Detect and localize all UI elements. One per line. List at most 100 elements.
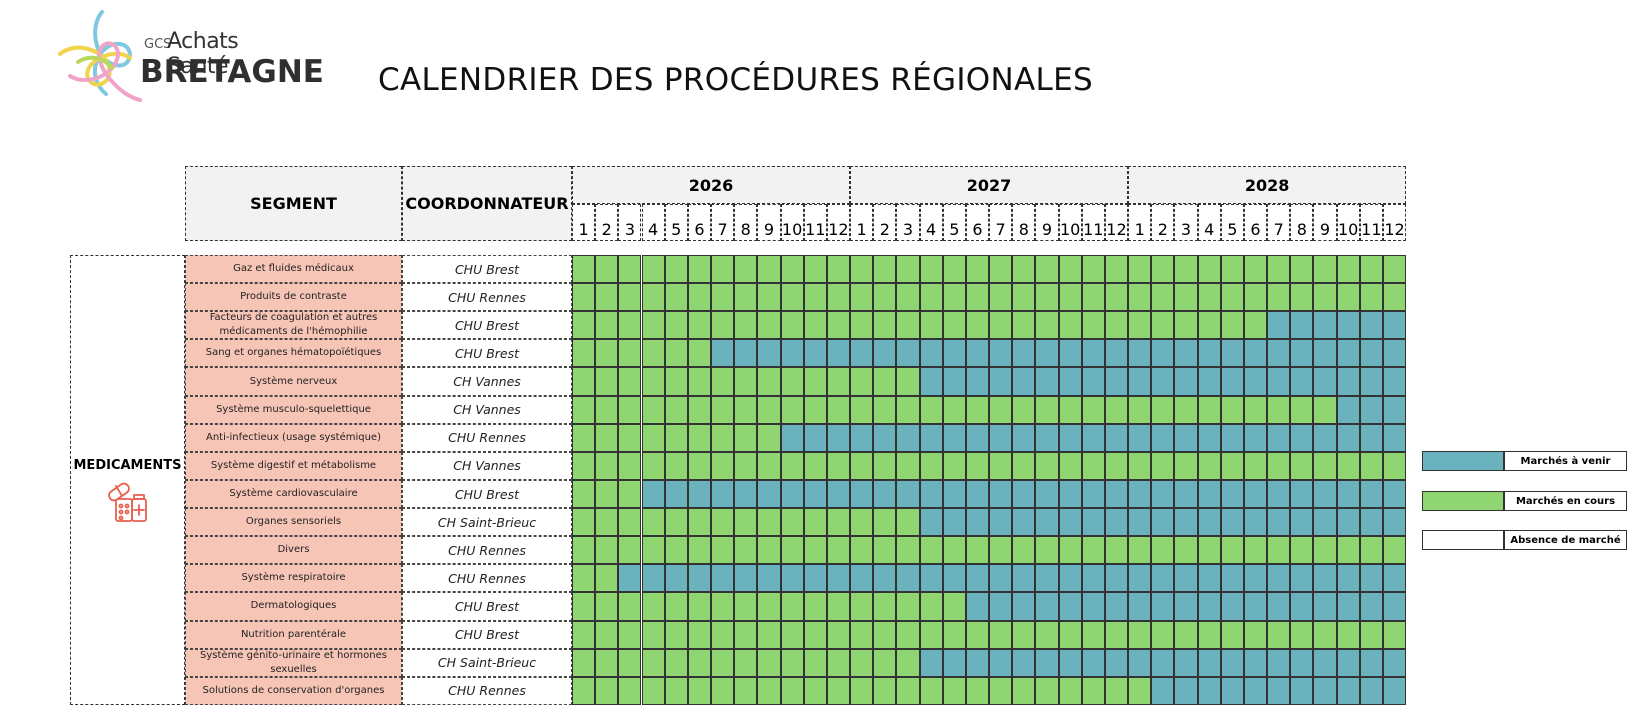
calendar-cell (803, 395, 827, 424)
calendar-cell (1290, 367, 1314, 396)
segment-cell: Organes sensoriels (185, 508, 402, 537)
calendar-cell (1058, 479, 1082, 509)
month-header: 3 (618, 204, 642, 241)
calendar-cell (989, 592, 1013, 621)
calendar-cell (1012, 451, 1036, 480)
calendar-cell (1035, 367, 1059, 396)
calendar-cell (641, 620, 665, 649)
calendar-cell (1174, 311, 1198, 340)
calendar-cell (850, 395, 874, 424)
calendar-cell (1128, 479, 1152, 509)
calendar-cell (711, 423, 735, 452)
calendar-cell (1243, 451, 1268, 480)
month-header: 10 (1336, 204, 1360, 241)
calendar-cell (664, 451, 688, 480)
calendar-cell (572, 367, 596, 396)
calendar-cell (1267, 339, 1291, 368)
calendar-cell (734, 367, 758, 396)
calendar-cell (1336, 367, 1360, 396)
segment-cell: Système respiratoire (185, 564, 402, 593)
month-header: 9 (1035, 204, 1059, 241)
calendar-cell (687, 564, 711, 593)
calendar-cell (1174, 648, 1198, 677)
segment-cell: Système musculo-squelettique (185, 395, 402, 424)
calendar-cell (1220, 508, 1244, 537)
calendar-cell (803, 536, 827, 565)
calendar-cell (965, 676, 990, 705)
calendar-cell (618, 536, 642, 565)
month-header: 5 (942, 204, 966, 241)
calendar-cell (1151, 536, 1175, 565)
coordinator-cell: CHU Brest (402, 339, 572, 368)
calendar-cell (1197, 564, 1221, 593)
calendar-cell (1359, 423, 1383, 452)
calendar-cell (1290, 339, 1314, 368)
calendar-cell (734, 479, 758, 509)
calendar-cell (1290, 395, 1314, 424)
logo-ribbon-icon (58, 10, 142, 102)
coordinator-cell: CH Saint-Brieuc (402, 648, 572, 677)
calendar-cell (757, 648, 781, 677)
segment-cell: Système cardiovasculaire (185, 479, 402, 509)
calendar-cell (1058, 255, 1082, 284)
calendar-cell (641, 536, 665, 565)
calendar-cell (780, 508, 804, 537)
calendar-cell (896, 564, 920, 593)
calendar-cell (572, 395, 596, 424)
calendar-cell (734, 592, 758, 621)
calendar-cell (1174, 423, 1198, 452)
calendar-cell (1197, 255, 1221, 284)
calendar-cell (850, 648, 874, 677)
calendar-cell (1382, 508, 1407, 537)
segment-cell: Gaz et fluides médicaux (185, 255, 402, 284)
calendar-cell (1267, 676, 1291, 705)
calendar-cell (1035, 592, 1059, 621)
calendar-cell (572, 620, 596, 649)
calendar-cell (803, 255, 827, 284)
calendar-cell (664, 479, 688, 509)
calendar-cell (1128, 648, 1152, 677)
calendar-cell (803, 620, 827, 649)
calendar-cell (1290, 479, 1314, 509)
calendar-cell (850, 255, 874, 284)
calendar-cell (1128, 423, 1152, 452)
calendar-cell (757, 536, 781, 565)
calendar-cell (711, 592, 735, 621)
calendar-cell (780, 395, 804, 424)
calendar-cell (1081, 339, 1105, 368)
calendar-cell (803, 508, 827, 537)
calendar-cell (896, 508, 920, 537)
month-header: 4 (919, 204, 943, 241)
calendar-cell (1336, 479, 1360, 509)
segment-cell: Sang et organes hématopoïétiques (185, 339, 402, 368)
calendar-cell (1035, 339, 1059, 368)
calendar-cell (1174, 564, 1198, 593)
calendar-cell (965, 339, 990, 368)
calendar-cell (757, 620, 781, 649)
calendar-cell (965, 536, 990, 565)
calendar-cell (1081, 479, 1105, 509)
calendar-cell (687, 479, 711, 509)
calendar-cell (618, 255, 642, 284)
calendar-cell (1220, 592, 1244, 621)
calendar-cell (1058, 648, 1082, 677)
calendar-cell (572, 283, 596, 312)
calendar-cell (1104, 423, 1129, 452)
calendar-cell (1267, 592, 1291, 621)
calendar-cell (1267, 479, 1291, 509)
calendar-cell (1197, 451, 1221, 480)
calendar-cell (1290, 508, 1314, 537)
calendar-cell (618, 451, 642, 480)
month-header: 6 (1243, 204, 1268, 241)
calendar-cell (687, 648, 711, 677)
calendar-cell (711, 339, 735, 368)
calendar-cell (664, 423, 688, 452)
calendar-cell (850, 283, 874, 312)
coordinator-cell: CHU Brest (402, 255, 572, 284)
calendar-cell (641, 592, 665, 621)
calendar-cell (711, 620, 735, 649)
calendar-cell (1243, 423, 1268, 452)
calendar-cell (896, 283, 920, 312)
calendar-cell (1058, 451, 1082, 480)
calendar-cell (850, 620, 874, 649)
